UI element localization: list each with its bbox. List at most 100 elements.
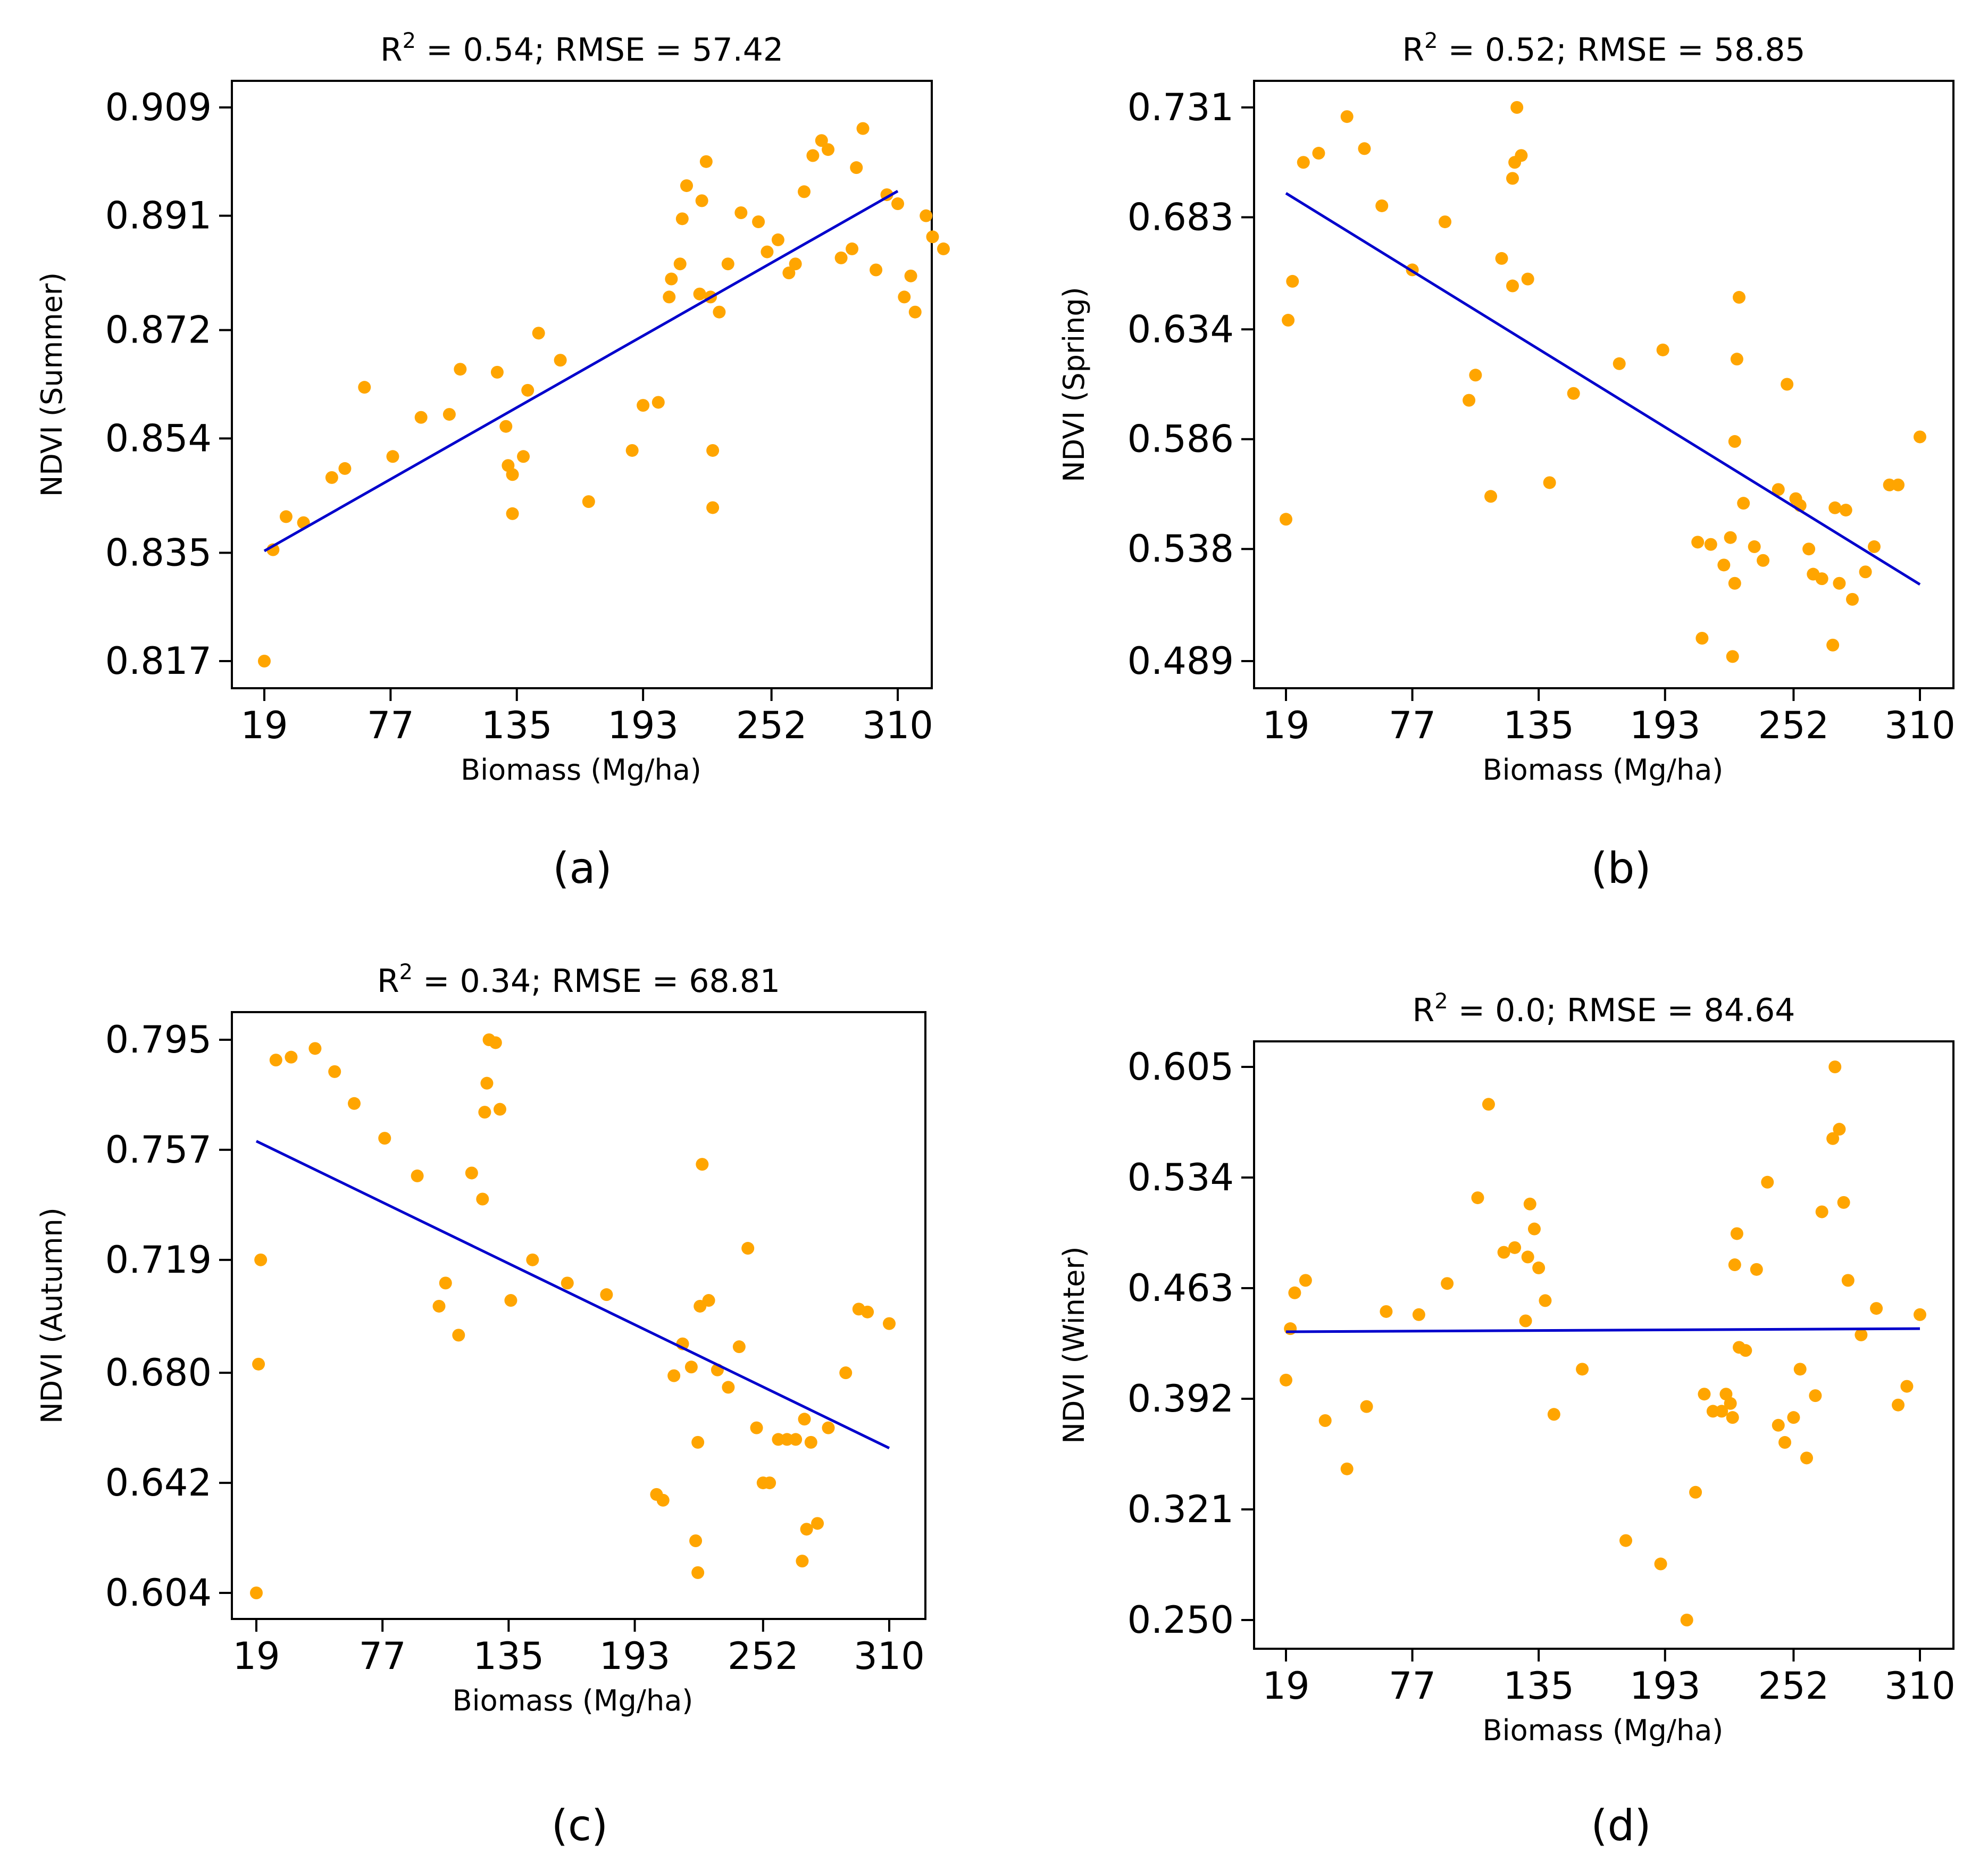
- scatter-point: [1704, 538, 1717, 551]
- scatter-point: [506, 468, 519, 481]
- chart-title: R2 = 0.54; RMSE = 57.42: [380, 29, 783, 69]
- scatter-point: [1815, 572, 1828, 586]
- y-tick-label: 0.817: [105, 639, 212, 683]
- scatter-point: [706, 501, 720, 514]
- scatter-point: [432, 1299, 446, 1313]
- scatter-point: [1855, 1328, 1868, 1341]
- scatter-point: [1576, 1363, 1589, 1376]
- x-axis-label: Biomass (Mg/ha): [1483, 753, 1724, 787]
- y-axis-label: NDVI (Spring): [1057, 287, 1091, 482]
- scatter-point: [713, 305, 726, 319]
- chart-title-sup: 2: [1424, 29, 1438, 53]
- y-tick-label: 0.872: [105, 308, 212, 352]
- y-tick-label: 0.795: [105, 1018, 212, 1062]
- scatter-point: [637, 399, 650, 412]
- scatter-point: [1900, 1380, 1914, 1393]
- scatter-point: [796, 1555, 809, 1568]
- scatter-point: [908, 305, 922, 319]
- scatter-point: [1828, 501, 1842, 514]
- scatter-point: [1737, 497, 1750, 510]
- scatter-point: [328, 1065, 341, 1078]
- scatter-point: [1469, 369, 1482, 382]
- regression-line: [263, 190, 899, 553]
- panel-label: (b): [1591, 844, 1651, 893]
- scatter-point: [439, 1276, 452, 1290]
- scatter-point: [800, 1523, 813, 1536]
- panel-label: (a): [553, 844, 612, 893]
- x-tick-label: 19: [1262, 1664, 1309, 1708]
- chart-title-rest: = 0.52; RMSE = 58.85: [1438, 31, 1806, 69]
- scatter-point: [1654, 1557, 1667, 1571]
- y-axis-label: NDVI (Summer): [35, 272, 69, 497]
- scatter-point: [834, 251, 848, 264]
- scatter-point: [1412, 1308, 1425, 1321]
- scatter-point: [1833, 577, 1846, 590]
- y-tick-label: 0.605: [1127, 1045, 1234, 1089]
- chart-title-prefix: R: [1402, 31, 1424, 69]
- scatter-point: [667, 1369, 681, 1382]
- scatter-point: [1761, 1175, 1774, 1189]
- x-tick-label: 310: [862, 704, 933, 747]
- y-tick-label: 0.835: [105, 531, 212, 574]
- x-tick-label: 77: [1389, 1664, 1436, 1708]
- scatter-point: [1689, 1485, 1702, 1499]
- scatter-point: [1515, 149, 1528, 162]
- scatter-point: [1826, 1132, 1840, 1145]
- scatter-point: [691, 1566, 705, 1579]
- scatter-point: [285, 1050, 298, 1064]
- scatter-point: [675, 212, 689, 226]
- panel-label: (d): [1591, 1801, 1651, 1850]
- chart-title-rest: = 0.54; RMSE = 57.42: [416, 31, 783, 69]
- scatter-point: [254, 1253, 268, 1266]
- scatter-point: [1809, 1389, 1822, 1402]
- scatter-point: [673, 257, 687, 271]
- scatter-point: [1299, 1274, 1312, 1287]
- scatter-point: [378, 1132, 391, 1145]
- scatter-point: [1793, 1363, 1807, 1376]
- scatter-point: [1828, 1061, 1842, 1073]
- scatter-point: [1358, 142, 1371, 155]
- scatter-point: [1532, 1261, 1546, 1274]
- scatter-point: [937, 242, 950, 255]
- scatter-point: [761, 245, 774, 258]
- x-tick-label: 19: [240, 704, 288, 747]
- scatter-point: [1757, 554, 1770, 567]
- x-tick-label: 77: [367, 704, 414, 747]
- chart-title-prefix: R: [377, 963, 399, 1000]
- chart-title-prefix: R: [380, 31, 403, 69]
- scatter-point: [656, 1493, 670, 1507]
- scatter-point: [706, 444, 720, 457]
- scatter-point: [1748, 540, 1761, 553]
- scatter-point: [308, 1042, 322, 1055]
- scatter-point: [1519, 1314, 1532, 1328]
- regression-line: [1285, 1327, 1920, 1333]
- scatter-point: [480, 1076, 494, 1090]
- scatter-point: [734, 206, 748, 220]
- scatter-point: [1288, 1286, 1301, 1299]
- scatter-point: [782, 266, 796, 280]
- regression-line: [255, 1140, 890, 1449]
- scatter-point: [1846, 592, 1859, 606]
- scatter-point: [1375, 199, 1389, 212]
- scatter-point: [1286, 274, 1299, 288]
- x-tick-label: 310: [1884, 1664, 1956, 1708]
- scatter-point: [1870, 1302, 1883, 1315]
- scatter-point: [1691, 536, 1705, 549]
- scatter-point: [526, 1253, 539, 1266]
- scatter-point: [1567, 387, 1580, 400]
- scatter-point: [1547, 1408, 1560, 1421]
- y-tick-label: 0.250: [1127, 1598, 1234, 1642]
- y-tick-label: 0.538: [1127, 527, 1234, 571]
- chart-title-sup: 2: [1434, 989, 1448, 1014]
- scatter-point: [411, 1169, 424, 1182]
- scatter-point: [1728, 577, 1741, 590]
- scatter-point: [521, 383, 534, 397]
- panel-label: (c): [552, 1801, 608, 1850]
- scatter-point: [554, 354, 567, 367]
- scatter-point: [258, 655, 271, 667]
- scatter-point: [506, 507, 519, 520]
- scatter-point: [1839, 504, 1852, 517]
- scatter-point: [696, 1158, 709, 1171]
- scatter-point: [1726, 650, 1739, 663]
- scatter-point: [920, 209, 933, 222]
